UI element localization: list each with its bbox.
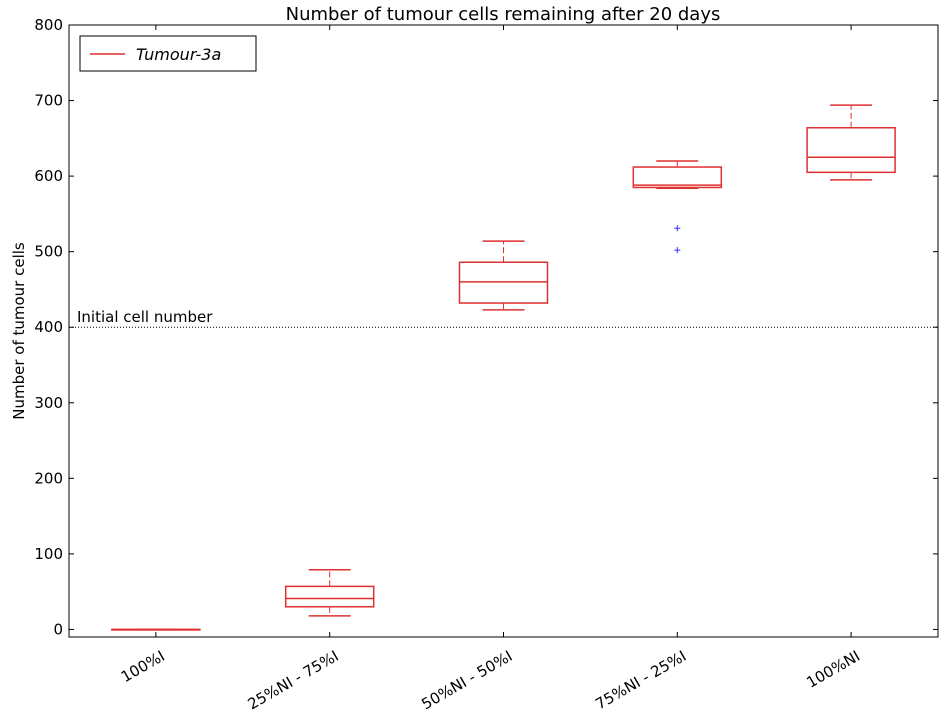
x-tick-label: 50%NI - 50%I (418, 647, 515, 713)
y-tick-label: 200 (34, 469, 63, 487)
box (806, 127, 896, 174)
chart-title: Number of tumour cells remaining after 2… (286, 4, 721, 25)
box (632, 166, 723, 189)
x-tick-label: 100%NI (803, 647, 863, 692)
outlier (674, 225, 681, 232)
y-tick-label: 100 (34, 545, 63, 563)
y-tick-label: 700 (34, 92, 63, 110)
reference-label: Initial cell number (77, 308, 213, 326)
y-tick-label: 600 (34, 167, 63, 185)
x-tick-label: 25%NI - 75%I (245, 647, 342, 713)
box (458, 261, 549, 304)
x-tick-label: 100%I (118, 647, 168, 686)
box (284, 585, 375, 608)
y-tick-label: 400 (34, 318, 63, 336)
y-tick-label: 300 (34, 394, 63, 412)
x-tick-label: 75%NI - 25%I (592, 647, 689, 713)
y-tick-label: 0 (53, 620, 63, 638)
legend-label: Tumour-3a (136, 45, 221, 64)
y-tick-label: 500 (34, 243, 63, 261)
y-axis-label: Number of tumour cells (10, 242, 28, 420)
plot-frame (68, 24, 939, 638)
y-tick-label: 800 (34, 16, 63, 34)
outlier (674, 247, 681, 254)
